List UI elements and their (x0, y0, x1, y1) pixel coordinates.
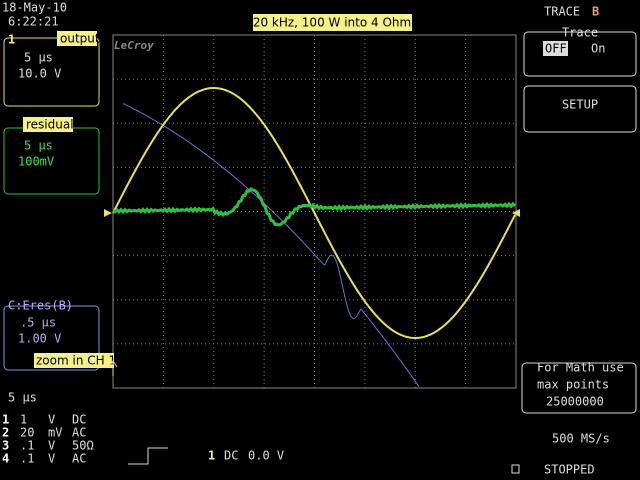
trigger-level: 0.0 V (248, 449, 284, 463)
math-note: max points (537, 378, 609, 392)
input-field: AC (72, 452, 86, 466)
trigger-marker (108, 360, 118, 376)
marker (512, 209, 520, 217)
input-field: V (48, 452, 55, 466)
input-field: V (48, 439, 55, 453)
trigger-coupling: DC (224, 449, 238, 463)
trace-residual (112, 187, 517, 227)
setup-label: SETUP (562, 98, 598, 112)
channel-scale: 10.0 V (18, 67, 61, 81)
input-field: 2 (2, 426, 9, 440)
trace-id: B (592, 5, 599, 19)
off-bg (543, 41, 568, 56)
channel-id: 1 (8, 33, 15, 47)
input-field: .1 (20, 439, 34, 453)
input-list: 1 1 V DC 2 20 mV AC 3 .1 V 50Ω 4 .1 V AC (2, 413, 94, 466)
banner: 20 kHz, 100 W into 4 Ohm (253, 16, 411, 30)
banner-bg (253, 14, 412, 31)
input-field: 50Ω (72, 439, 94, 453)
trace-off[interactable]: OFF (545, 42, 567, 56)
time: 6:22:21 (8, 15, 59, 29)
input-field: 20 (20, 426, 34, 440)
setup-button[interactable] (523, 85, 637, 133)
channel-scale: 1.00 V (18, 332, 61, 346)
input-field: .1 (20, 452, 34, 466)
sample-rate: 500 MS/s (552, 432, 610, 446)
math-points: 25000000 (546, 395, 604, 409)
trace-on[interactable]: On (591, 42, 605, 56)
trace-zoom (122, 103, 420, 387)
channel-box[interactable] (3, 305, 100, 371)
status: STOPPED (544, 463, 595, 477)
channel-tag: output (60, 32, 100, 46)
channel-tag: residual (26, 118, 74, 132)
trigger-icon (128, 447, 168, 465)
timebase: 5 µs (8, 391, 37, 405)
tag-bg (34, 353, 114, 368)
input-field: mV (48, 426, 62, 440)
marker (104, 209, 112, 217)
traces (112, 87, 517, 387)
status-icon (511, 464, 520, 474)
channel-scale: 100mV (18, 155, 54, 169)
input-field: 1 (20, 413, 27, 427)
trace-title: Trace (562, 26, 598, 40)
tag-bg (23, 117, 73, 132)
date: 18-May-10 (2, 1, 67, 15)
channel-timebase: .5 µs (20, 316, 56, 330)
channel-timebase: 5 µs (24, 51, 53, 65)
channel-tag: zoom in CH 1 (36, 354, 116, 368)
trace-output (112, 87, 516, 339)
input-field: AC (72, 426, 86, 440)
input-field: 4 (2, 452, 9, 466)
trace-button[interactable] (523, 31, 637, 77)
channel-box[interactable] (3, 37, 100, 107)
channel-timebase: 5 µs (24, 139, 53, 153)
trigger-channel: 1 (208, 449, 215, 463)
channel-id: C:Eres(B) (8, 299, 73, 313)
tag-bg (57, 31, 97, 46)
input-field: V (48, 413, 55, 427)
input-field: 3 (2, 439, 9, 453)
input-field: DC (72, 413, 86, 427)
math-box (521, 362, 637, 414)
brand: LeCroy (114, 39, 154, 52)
trace-label: TRACE (544, 5, 580, 19)
math-note: For Math use (537, 361, 624, 375)
input-field: 1 (2, 413, 9, 427)
